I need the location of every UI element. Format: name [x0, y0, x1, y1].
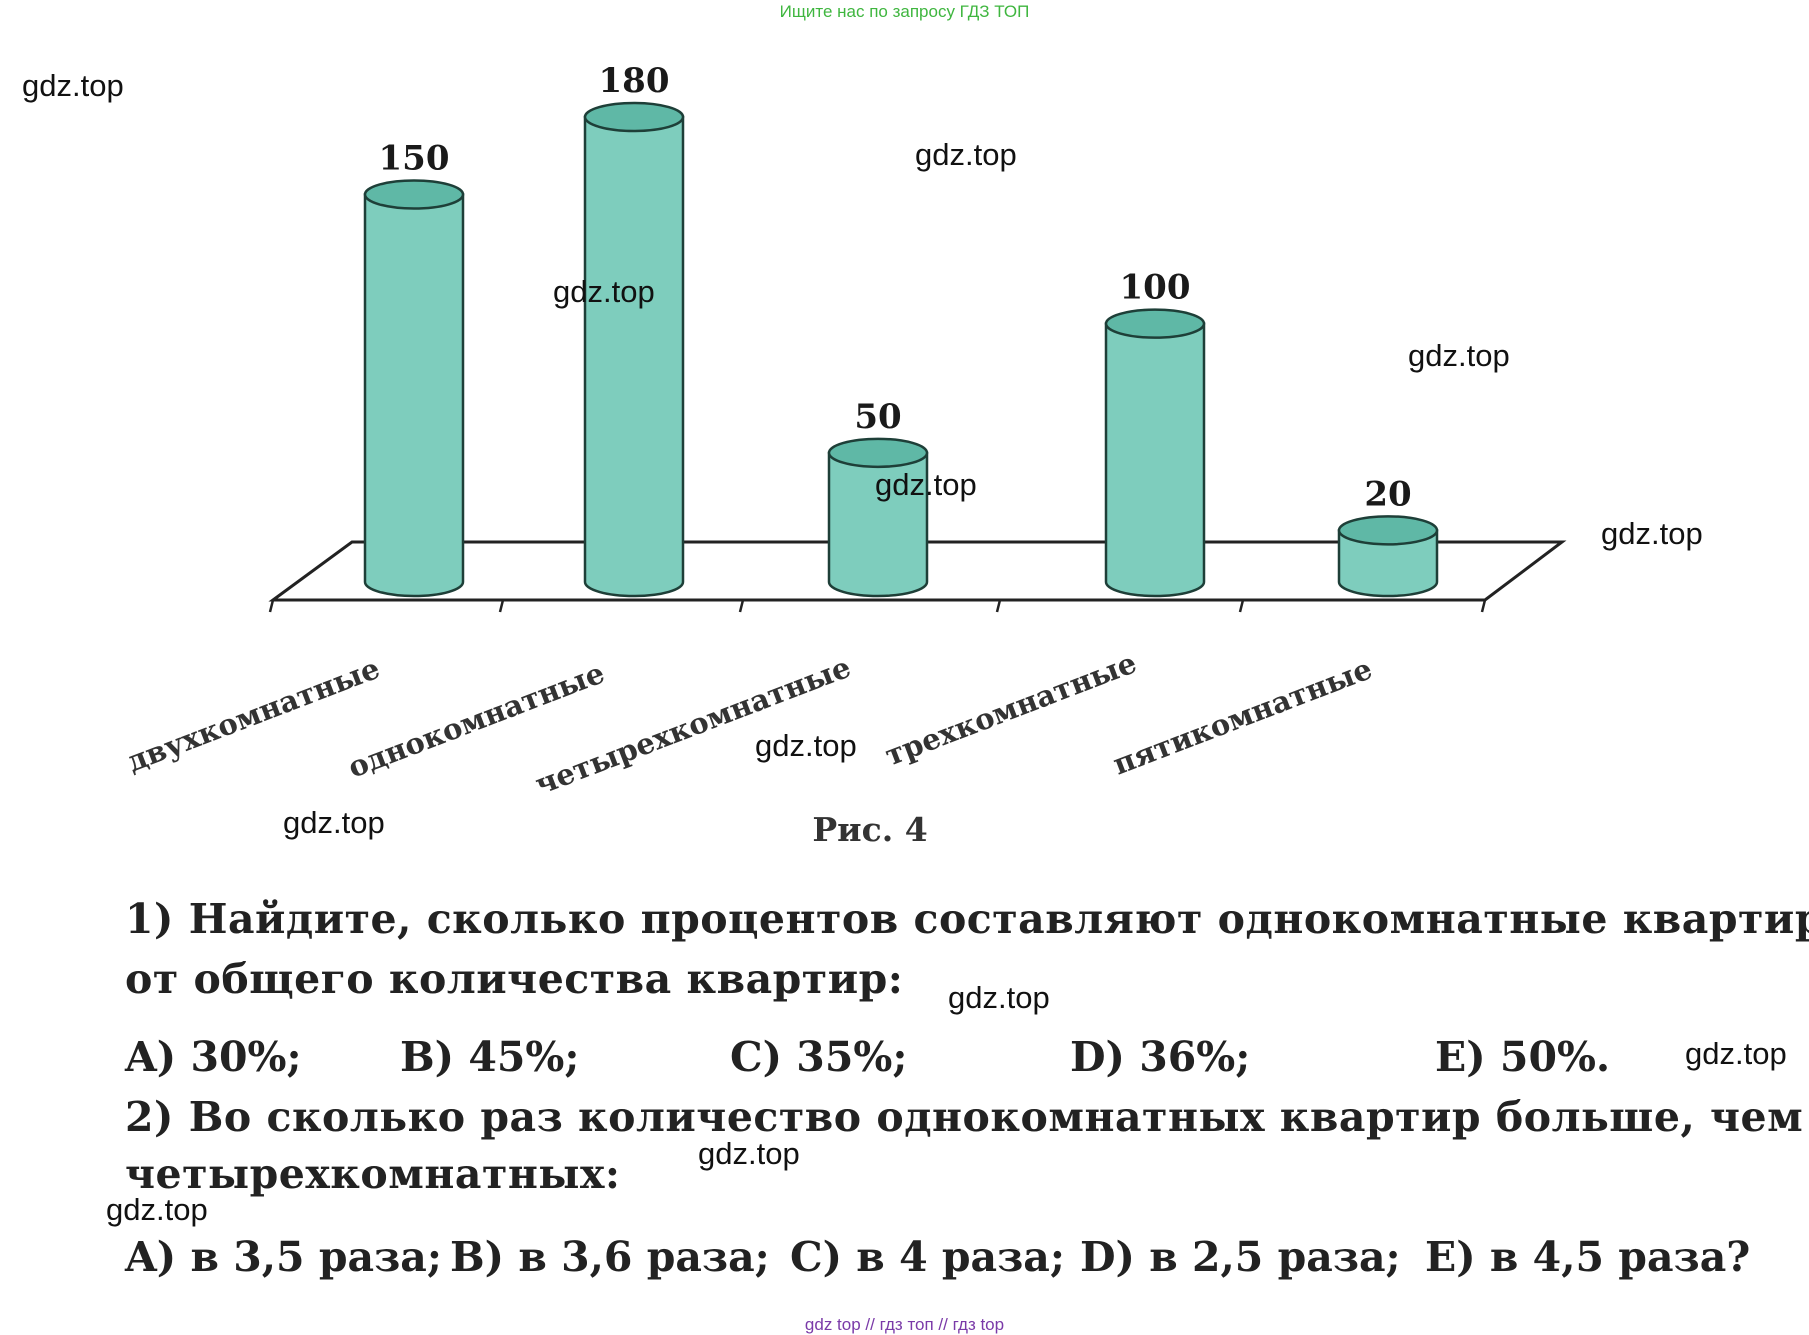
q2-option-e: E) в 4,5 раза?: [1425, 1233, 1751, 1281]
q2-option-d: D) в 2,5 раза;: [1080, 1233, 1401, 1281]
axis-tick: [268, 599, 275, 613]
category-label: пятикомнатные: [1108, 651, 1376, 781]
watermark: gdz.top: [553, 274, 655, 309]
watermark: gdz.top: [948, 980, 1050, 1015]
axis-tick: [498, 599, 505, 613]
watermark: gdz.top: [875, 467, 977, 502]
bar-четырехкомнатные: [827, 437, 929, 598]
data-label: 20: [1364, 474, 1411, 514]
axis-tick: [1238, 599, 1245, 613]
question-1-line-2: от общего количества квартир:: [125, 955, 904, 1003]
cylinder-bar-chart: 150двухкомнатные180однокомнатные50четыре…: [122, 61, 1567, 802]
data-label: 180: [599, 61, 670, 101]
question-1-line-1: 1) Найдите, сколько процентов составляют…: [125, 895, 1809, 943]
footer-links: gdz top // гдз топ // гдз top: [804, 1315, 1005, 1334]
axis-tick: [1480, 599, 1487, 613]
figure-caption: Рис. 4: [812, 810, 928, 849]
category-label: трехкомнатные: [880, 645, 1141, 772]
watermark: gdz.top: [1601, 516, 1703, 551]
data-label: 100: [1120, 268, 1191, 308]
bar-пятикомнатные: [1337, 515, 1439, 598]
q1-option-e: E) 50%.: [1435, 1033, 1611, 1081]
question-2-line-2: четырехкомнатных:: [125, 1150, 621, 1198]
q2-option-a: A) в 3,5 раза;: [125, 1233, 442, 1281]
q1-option-a: A) 30%;: [125, 1033, 302, 1081]
watermark: gdz.top: [915, 137, 1017, 172]
data-label: 50: [854, 397, 901, 437]
watermark: gdz.top: [1408, 338, 1510, 373]
q2-option-c: C) в 4 раза;: [790, 1233, 1065, 1281]
bar-однокомнатные: [583, 101, 685, 598]
q2-option-b: B) в 3,6 раза;: [450, 1233, 770, 1281]
bar-двухкомнатные: [363, 179, 465, 598]
watermark: gdz.top: [755, 728, 857, 763]
watermark: gdz.top: [106, 1192, 208, 1227]
watermark: gdz.top: [22, 68, 124, 103]
bar-трехкомнатные: [1104, 308, 1206, 598]
q1-option-d: D) 36%;: [1070, 1033, 1251, 1081]
chart-floor: [268, 540, 1567, 602]
data-label: 150: [379, 139, 450, 179]
q1-option-c: C) 35%;: [730, 1033, 908, 1081]
top-banner: Ищите нас по запросу ГДЗ ТОП: [779, 2, 1030, 21]
watermark: gdz.top: [283, 805, 385, 840]
axis-tick: [738, 599, 745, 613]
watermark: gdz.top: [698, 1136, 800, 1171]
watermark: gdz.top: [1685, 1036, 1787, 1071]
axis-tick: [995, 599, 1002, 613]
question-2-line-1: 2) Во сколько раз количество однокомнатн…: [125, 1093, 1804, 1141]
q1-option-b: B) 45%;: [400, 1033, 580, 1081]
